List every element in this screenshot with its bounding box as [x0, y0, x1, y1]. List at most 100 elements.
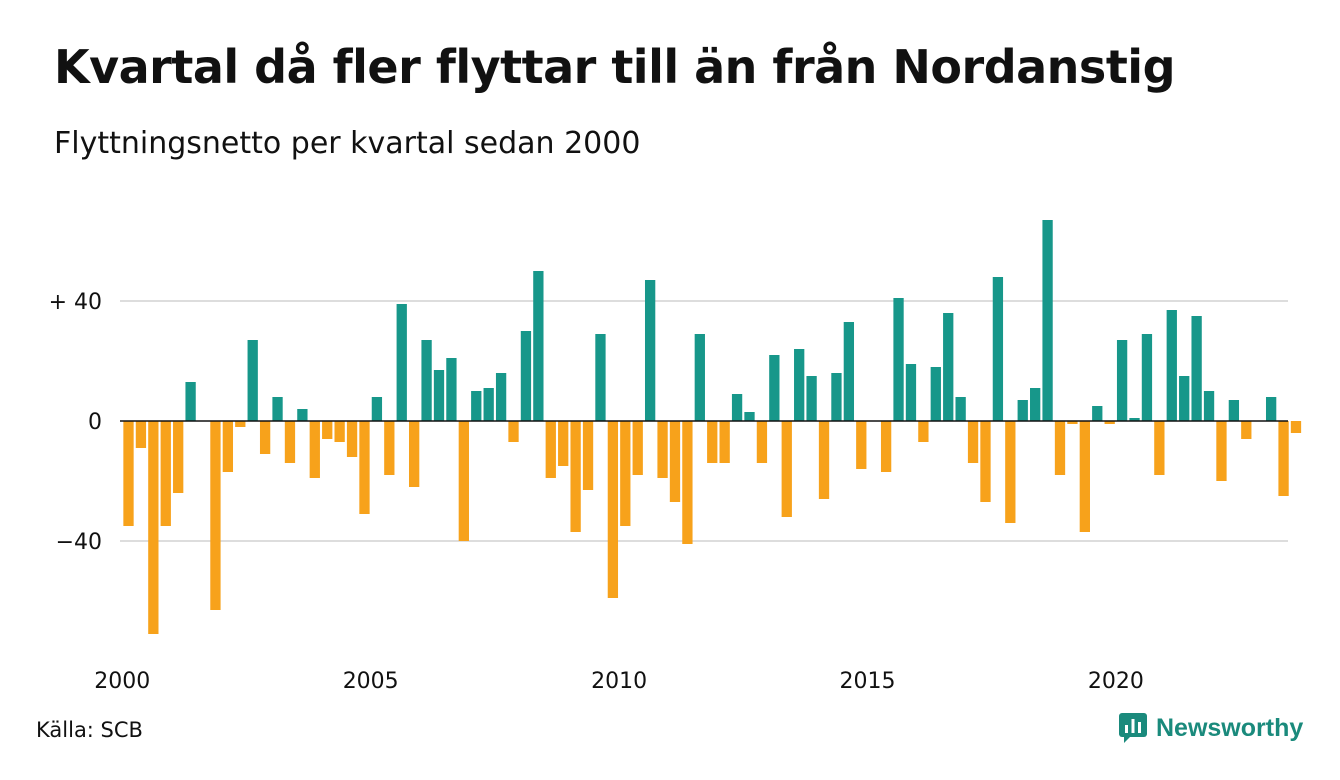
bar-2016-k1	[918, 421, 929, 442]
bar-2004-k2	[334, 421, 345, 442]
bar-2023-k3	[1290, 421, 1302, 433]
bar-2022-k1	[1216, 421, 1227, 481]
bar-2001-k2	[185, 382, 196, 421]
bar-2013-k4	[806, 376, 817, 421]
x-tick-label: 2000	[94, 669, 150, 694]
brand: Newsworthy	[1118, 712, 1303, 744]
bar-2018-k2	[1030, 388, 1041, 421]
bar-2009-k1	[570, 421, 581, 532]
bar-2006-k3	[446, 358, 457, 421]
bar-2000-k3	[148, 421, 159, 634]
bar-2001-k4	[210, 421, 221, 610]
bar-2020-k4	[1154, 421, 1165, 475]
y-tick-label: −40	[56, 530, 102, 555]
x-tick-label: 2020	[1088, 669, 1144, 694]
bar-2013-k2	[781, 421, 792, 517]
y-tick-label: 0	[88, 410, 102, 435]
bar-2008-k2	[533, 271, 544, 421]
bar-2013-k1	[769, 355, 780, 421]
bar-2014-k1	[818, 421, 830, 499]
bar-2018-k1	[1017, 400, 1028, 421]
bar-2014-k4	[856, 421, 867, 469]
bar-2017-k3	[992, 277, 1004, 421]
bar-2002-k3	[247, 340, 258, 421]
bar-2002-k1	[222, 421, 234, 472]
brand-name: Newsworthy	[1156, 713, 1304, 742]
bar-2006-k1	[421, 340, 432, 421]
newsworthy-logo-icon	[1119, 713, 1147, 743]
bar-2005-k3	[396, 304, 407, 421]
bar-2011-k2	[682, 421, 693, 544]
bar-2002-k2	[235, 421, 246, 427]
bar-2019-k4	[1104, 421, 1115, 424]
bar-2021-k3	[1191, 316, 1202, 421]
bar-2007-k3	[495, 373, 507, 421]
x-axis-labels: 2000 2005 2010 2015 2020	[94, 669, 1144, 694]
bar-2009-k4	[607, 421, 619, 598]
bar-2001-k1	[173, 421, 184, 493]
bar-2009-k2	[582, 421, 594, 490]
bar-2003-k3	[297, 409, 308, 421]
bar-2007-k2	[483, 388, 494, 421]
bar-2000-k2	[135, 421, 147, 448]
bar-2015-k3	[893, 298, 904, 421]
bars	[123, 220, 1302, 634]
bar-2008-k1	[520, 331, 532, 421]
bar-2008-k4	[558, 421, 569, 466]
bar-2014-k2	[831, 373, 842, 421]
bar-2003-k1	[272, 397, 283, 421]
bar-2019-k1	[1067, 421, 1078, 424]
bar-2011-k1	[669, 421, 681, 502]
bar-2010-k1	[620, 421, 631, 526]
bar-2015-k2	[880, 421, 892, 472]
bar-2014-k3	[843, 322, 855, 421]
bar-2021-k4	[1203, 391, 1215, 421]
bar-2021-k2	[1179, 376, 1190, 421]
bar-2005-k2	[384, 421, 395, 475]
bar-2002-k4	[259, 421, 271, 454]
bar-2010-k2	[632, 421, 643, 475]
bar-2015-k4	[905, 364, 917, 421]
bar-2009-k3	[595, 334, 606, 421]
bar-2016-k2	[930, 367, 941, 421]
bar-2022-k3	[1241, 421, 1252, 439]
bar-2012-k3	[744, 412, 755, 421]
bar-2006-k4	[458, 421, 469, 541]
bar-2005-k1	[371, 397, 383, 421]
bar-2004-k4	[359, 421, 370, 514]
bar-2007-k1	[471, 391, 482, 421]
bar-2012-k2	[731, 394, 743, 421]
bar-2016-k4	[955, 397, 966, 421]
bar-2021-k1	[1166, 310, 1177, 421]
bar-2020-k1	[1116, 340, 1128, 421]
bar-2013-k3	[794, 349, 805, 421]
bar-2011-k4	[707, 421, 718, 463]
gridlines	[120, 300, 1288, 542]
bar-2004-k1	[322, 421, 333, 439]
bar-2008-k3	[545, 421, 556, 478]
x-tick-label: 2010	[591, 669, 647, 694]
y-axis-labels: + 40 0 −40	[49, 290, 102, 555]
bar-2006-k2	[433, 370, 445, 421]
chart-subtitle: Flyttningsnetto per kvartal sedan 2000	[54, 126, 641, 161]
bar-2020-k2	[1129, 418, 1140, 421]
bar-2011-k3	[694, 334, 705, 421]
bar-2023-k1	[1265, 397, 1277, 421]
x-tick-label: 2015	[839, 669, 895, 694]
bar-2005-k4	[409, 421, 420, 487]
bar-2000-k1	[123, 421, 134, 526]
bar-2018-k4	[1054, 421, 1066, 475]
bar-2000-k4	[160, 421, 171, 526]
bar-2019-k3	[1092, 406, 1103, 421]
bar-2016-k3	[943, 313, 954, 421]
bar-2019-k2	[1079, 421, 1090, 532]
bar-2018-k3	[1042, 220, 1053, 421]
bar-2003-k4	[309, 421, 320, 478]
bar-2010-k3	[644, 280, 656, 421]
bar-2017-k4	[1005, 421, 1016, 523]
bar-2007-k4	[508, 421, 519, 442]
bar-2022-k2	[1228, 400, 1240, 421]
bar-2010-k4	[657, 421, 668, 478]
bar-2003-k2	[284, 421, 296, 463]
